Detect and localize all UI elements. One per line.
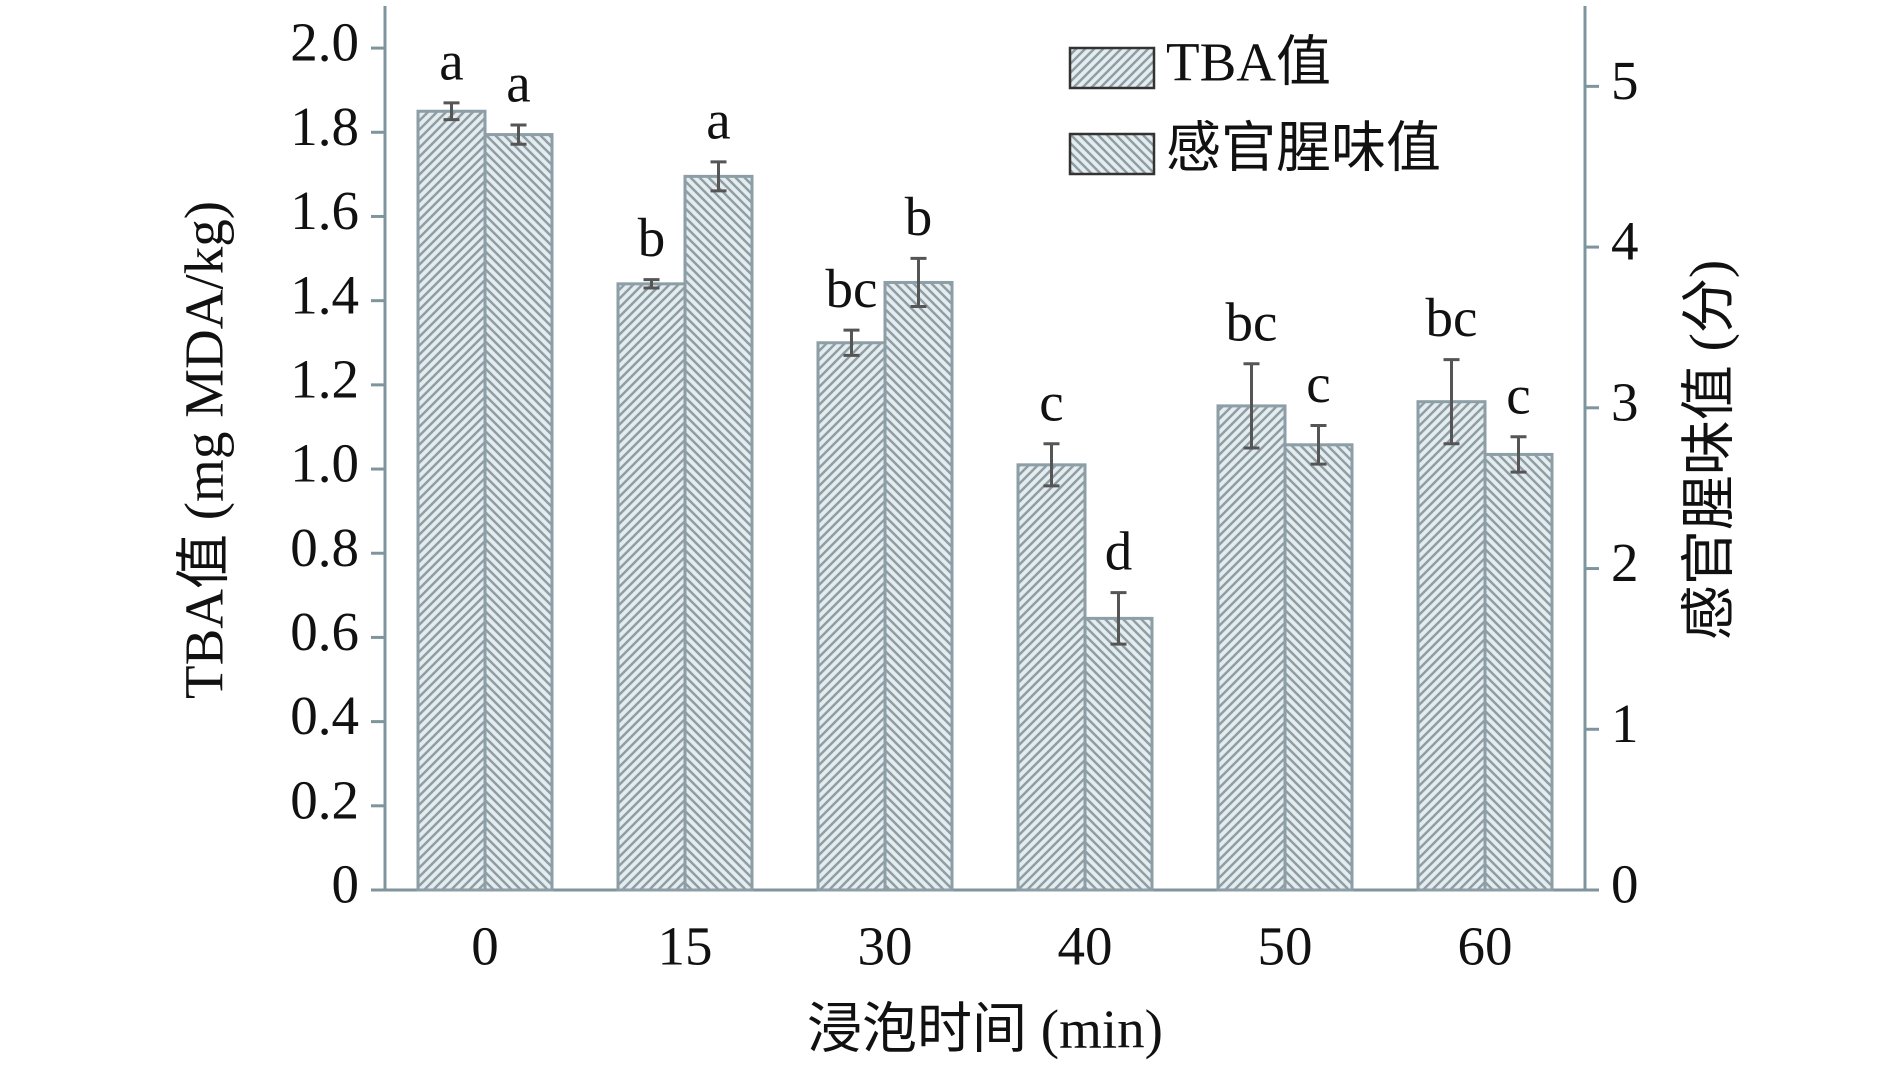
error-bar [1510,435,1527,474]
bar [1083,616,1154,892]
y-tick-label: 0.4 [290,685,359,746]
y-tick-label: 0 [332,854,360,915]
bar [483,133,554,892]
bar [1216,404,1287,892]
bar [616,282,687,892]
bar [683,174,754,892]
significance-label: bc [1226,291,1278,352]
legend-swatch [1068,132,1156,176]
significance-label: b [638,207,666,268]
x-tick-label: 30 [858,916,913,977]
y-tick-label: 0.2 [290,769,359,830]
y2-tick-label: 5 [1611,50,1639,111]
y2-tick-label: 2 [1611,532,1639,593]
error-bar [1443,358,1460,446]
x-tick-label: 0 [471,916,499,977]
significance-label: d [1105,520,1133,581]
error-bar [1110,591,1127,646]
error-bar [443,101,460,122]
significance-label: a [706,90,730,151]
x-tick-label: 40 [1058,916,1113,977]
significance-label: c [1039,371,1063,432]
y2-axis-label: 感官腥味值 (分) [1679,260,1740,640]
bar [816,341,887,892]
bar [1016,463,1087,892]
significance-label: c [1506,364,1530,425]
y-tick-label: 1.4 [290,264,359,325]
bar [416,109,487,892]
y-tick-label: 1.6 [290,180,359,241]
legend-label: 感官腥味值 [1166,118,1441,179]
y2-tick-label: 4 [1611,211,1639,272]
error-bar [643,278,660,290]
y2-tick-label: 1 [1611,693,1639,754]
bar [1283,443,1354,892]
y-tick-label: 0.8 [290,517,359,578]
y-axis-label: TBA值 (mg MDA/kg) [174,201,235,699]
bar [1483,452,1554,892]
y-tick-label: 1.0 [290,433,359,494]
y-tick-label: 1.8 [290,96,359,157]
y2-tick-label: 3 [1611,371,1639,432]
y2-tick-label: 0 [1611,854,1639,915]
error-bar [843,328,860,357]
legend-swatch [1068,46,1156,90]
error-bar [1043,442,1060,488]
error-bar [710,160,727,193]
legend-label: TBA值 [1166,32,1331,93]
significance-label: a [506,53,530,114]
error-bar [1310,423,1327,466]
y-tick-label: 2.0 [290,12,359,73]
error-bar [510,123,527,146]
y-tick-label: 1.2 [290,348,359,409]
x-tick-label: 15 [658,916,713,977]
error-bar [1243,362,1260,450]
x-axis-label: 浸泡时间 (min) [807,999,1163,1060]
significance-label: bc [826,258,878,319]
significance-label: a [439,30,463,91]
significance-label: b [905,186,933,247]
x-tick-label: 50 [1258,916,1313,977]
significance-label: bc [1426,287,1478,348]
bar [1416,400,1487,892]
error-bar [910,256,927,309]
y-tick-label: 0.6 [290,601,359,662]
significance-label: c [1306,353,1330,414]
x-tick-label: 60 [1458,916,1513,977]
bar [883,280,954,892]
